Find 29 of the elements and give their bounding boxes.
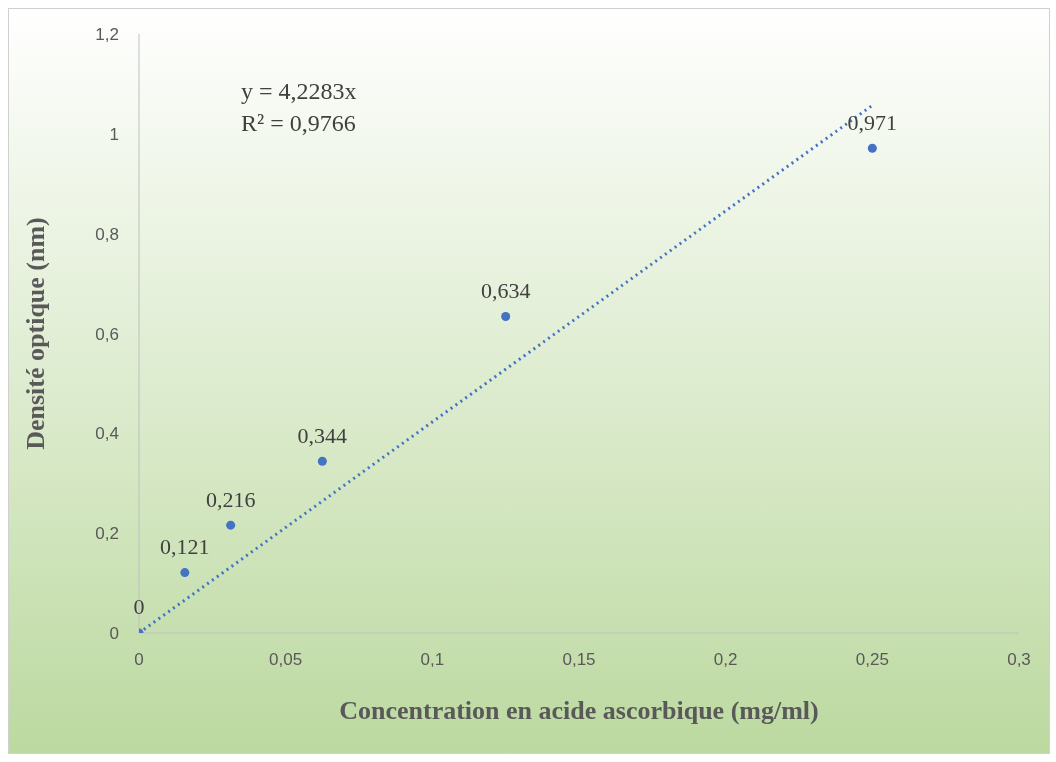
point [867,143,877,153]
y-tick-label: 0 [109,624,119,644]
x-tick-label: 0,25 [855,650,889,670]
x-tick-label: 0,15 [562,650,596,670]
point [501,312,511,322]
y-tick-label: 0,2 [95,524,119,544]
point [180,568,190,578]
x-axis-title: Concentration en acide ascorbique (mg/ml) [339,696,819,725]
y-tick-label: 0,6 [95,324,119,344]
x-tick-label: 0,3 [1007,650,1031,670]
data-label: 0,121 [160,534,210,560]
annotation: y = 4,2283x [241,77,357,106]
x-tick-label: 0,2 [713,650,738,670]
data-label: 0,971 [847,109,898,135]
data-label: 0,216 [205,486,256,512]
y-tick-label: 1,2 [95,25,119,45]
y-tick-label: 0,8 [95,224,119,244]
x-tick-label: 0,1 [420,650,445,670]
x-tick-label: 0 [134,650,144,670]
point [317,456,327,466]
y-tick-label: 1 [109,124,119,144]
y-tick-label: 0,4 [95,424,119,444]
data-label: 0 [133,594,145,620]
data-label: 0,344 [297,422,348,448]
annotation: R² = 0,9766 [241,109,357,138]
y-axis-title: Densité optique (nm) [21,217,51,450]
x-tick-label: 0,05 [269,650,303,670]
data-label: 0,634 [480,278,531,304]
point [226,520,236,530]
